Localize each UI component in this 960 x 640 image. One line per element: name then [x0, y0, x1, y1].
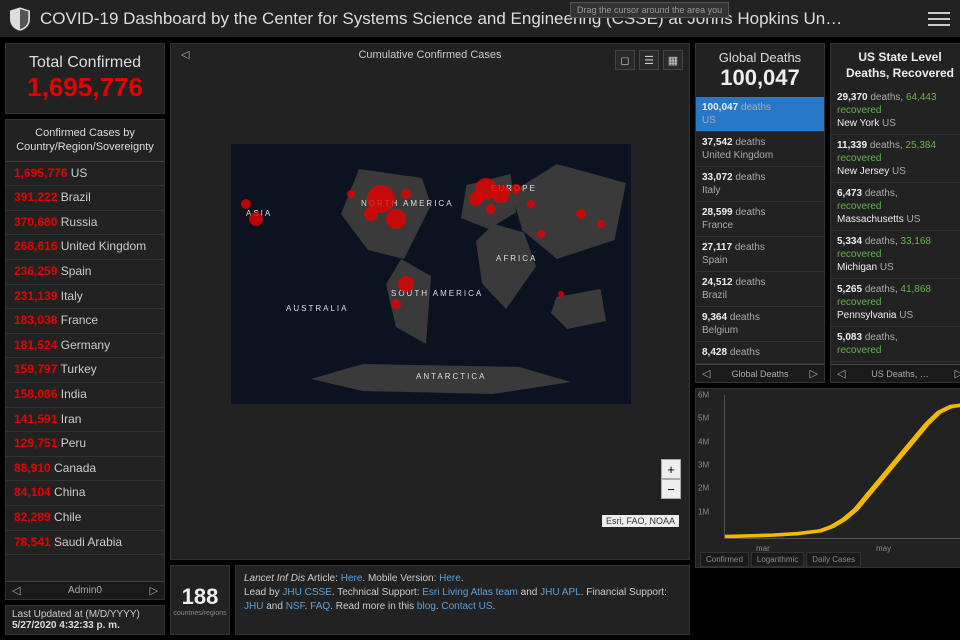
- nsf-link[interactable]: NSF: [286, 601, 305, 612]
- updated-label: Last Updated at (M/D/YYYY): [12, 609, 158, 620]
- case-row[interactable]: 370,680 Russia: [6, 211, 164, 236]
- us-state-panel: US State Level Deaths, Recovered 29,370 …: [830, 43, 960, 383]
- cases-pager: ◁ Admin0 ▷: [6, 581, 164, 599]
- case-row[interactable]: 1,695,776 US: [6, 162, 164, 187]
- chart-tab[interactable]: Confirmed: [700, 552, 749, 567]
- death-row[interactable]: 28,599 deathsFrance: [696, 202, 824, 237]
- case-row[interactable]: 84,104 China: [6, 481, 164, 506]
- chart-tab[interactable]: Logarithmic: [751, 552, 804, 567]
- case-row[interactable]: 181,524 Germany: [6, 334, 164, 359]
- map-prev-icon[interactable]: ◁: [181, 48, 189, 61]
- deaths-value: 100,047: [698, 65, 822, 91]
- next-arrow-icon[interactable]: ▷: [150, 584, 158, 597]
- death-row[interactable]: 37,542 deathsUnited Kingdom: [696, 132, 824, 167]
- case-row[interactable]: 158,086 India: [6, 383, 164, 408]
- chart-area: [724, 395, 960, 539]
- zoom-controls: + −: [661, 459, 681, 499]
- prev-arrow-icon[interactable]: ◁: [12, 584, 20, 597]
- us-prev-icon[interactable]: ◁: [837, 367, 845, 380]
- case-row[interactable]: 183,038 France: [6, 309, 164, 334]
- blog-link[interactable]: blog: [417, 601, 436, 612]
- deaths-next-icon[interactable]: ▷: [810, 367, 818, 380]
- zoom-in-button[interactable]: +: [661, 459, 681, 479]
- death-row[interactable]: 24,512 deathsBrazil: [696, 272, 824, 307]
- total-value: 1,695,776: [10, 72, 160, 103]
- death-row[interactable]: 100,047 deathsUS: [696, 97, 824, 132]
- jhu-csse-link[interactable]: JHU CSSE: [282, 587, 331, 598]
- us-row[interactable]: 5,083 deaths, recovered: [831, 327, 960, 362]
- case-row[interactable]: 268,616 United Kingdom: [6, 235, 164, 260]
- mobile-link[interactable]: Here: [439, 573, 461, 584]
- map-panel[interactable]: ◻ ☰ ▦ NORTH AMERICA SOUTH AMERICA EUROPE…: [170, 43, 690, 560]
- case-row[interactable]: 141,591 Iran: [6, 408, 164, 433]
- header-title: COVID-19 Dashboard by the Center for Sys…: [40, 9, 928, 29]
- faq-link[interactable]: FAQ: [310, 601, 330, 612]
- us-title2: Deaths, Recovered: [833, 66, 960, 82]
- case-row[interactable]: 129,751 Peru: [6, 432, 164, 457]
- credits-panel: Lancet Inf Dis Article: Here. Mobile Ver…: [235, 565, 690, 635]
- case-row[interactable]: 159,797 Turkey: [6, 358, 164, 383]
- us-row[interactable]: 5,265 deaths, 41,868recoveredPennsylvani…: [831, 279, 960, 327]
- chart-tabs: ConfirmedLogarithmicDaily Cases: [696, 552, 960, 567]
- deaths-list[interactable]: 100,047 deathsUS37,542 deathsUnited King…: [696, 97, 824, 364]
- us-next-icon[interactable]: ▷: [955, 367, 960, 380]
- death-row[interactable]: 8,428 deaths: [696, 342, 824, 364]
- map-footer-label: Cumulative Confirmed Cases: [358, 49, 501, 61]
- chart-tab[interactable]: Daily Cases: [806, 552, 861, 567]
- jhu-apl-link[interactable]: JHU APL: [540, 587, 581, 598]
- case-row[interactable]: 82,289 Chile: [6, 506, 164, 531]
- article-link[interactable]: Here: [341, 573, 363, 584]
- map-attribution: Esri, FAO, NOAA: [602, 515, 679, 527]
- us-row[interactable]: 5,334 deaths, 33,168recoveredMichigan US: [831, 231, 960, 279]
- case-row[interactable]: 78,541 Saudi Arabia: [6, 531, 164, 556]
- deaths-label: Global Deaths: [698, 50, 822, 65]
- map-footer: ◁ Cumulative Confirmed Cases ▷: [171, 44, 689, 65]
- esri-link[interactable]: Esri Living Atlas team: [422, 587, 518, 598]
- death-row[interactable]: 33,072 deathsItaly: [696, 167, 824, 202]
- zoom-out-button[interactable]: −: [661, 479, 681, 499]
- deaths-pager: ◁ Global Deaths ▷: [696, 364, 824, 382]
- drag-tooltip: Drag the cursor around the area you: [570, 2, 729, 18]
- shield-icon: [10, 7, 30, 31]
- us-row[interactable]: 11,339 deaths, 25,384recoveredNew Jersey…: [831, 135, 960, 183]
- list-icon[interactable]: ☰: [639, 50, 659, 70]
- case-row[interactable]: 231,139 Italy: [6, 285, 164, 310]
- cases-panel: Confirmed Cases by Country/Region/Sovere…: [5, 119, 165, 600]
- qr-icon[interactable]: ▦: [663, 50, 683, 70]
- total-confirmed-panel: Total Confirmed 1,695,776: [5, 43, 165, 114]
- last-updated-panel: Last Updated at (M/D/YYYY) 5/27/2020 4:3…: [5, 605, 165, 635]
- global-deaths-panel: Global Deaths 100,047 100,047 deathsUS37…: [695, 43, 825, 383]
- pager-label: Admin0: [68, 585, 102, 596]
- total-label: Total Confirmed: [10, 54, 160, 72]
- countries-label: countries/regions: [173, 610, 226, 617]
- us-list[interactable]: 29,370 deaths, 64,443recoveredNew York U…: [831, 87, 960, 364]
- case-row[interactable]: 391,222 Brazil: [6, 186, 164, 211]
- bookmark-icon[interactable]: ◻: [615, 50, 635, 70]
- world-map[interactable]: NORTH AMERICA SOUTH AMERICA EUROPE AFRIC…: [231, 144, 631, 404]
- menu-icon[interactable]: [928, 8, 950, 30]
- us-row[interactable]: 6,473 deaths, recoveredMassachusetts US: [831, 183, 960, 231]
- case-row[interactable]: 236,259 Spain: [6, 260, 164, 285]
- line-chart: [725, 395, 960, 538]
- app-header: COVID-19 Dashboard by the Center for Sys…: [0, 0, 960, 38]
- us-title1: US State Level: [833, 50, 960, 66]
- death-row[interactable]: 27,117 deathsSpain: [696, 237, 824, 272]
- cases-header: Confirmed Cases by Country/Region/Sovere…: [6, 120, 164, 162]
- case-row[interactable]: 88,910 Canada: [6, 457, 164, 482]
- cases-list[interactable]: 1,695,776 US391,222 Brazil370,680 Russia…: [6, 162, 164, 581]
- deaths-prev-icon[interactable]: ◁: [702, 367, 710, 380]
- countries-count-panel: 188 countries/regions: [170, 565, 230, 635]
- jhu-link[interactable]: JHU: [244, 601, 263, 612]
- contact-link[interactable]: Contact US: [441, 601, 492, 612]
- us-pager: ◁ US Deaths, … ▷: [831, 364, 960, 382]
- death-row[interactable]: 9,364 deathsBelgium: [696, 307, 824, 342]
- us-row[interactable]: 29,370 deaths, 64,443recoveredNew York U…: [831, 87, 960, 135]
- countries-count: 188: [182, 584, 219, 610]
- updated-value: 5/27/2020 4:32:33 p. m.: [12, 620, 120, 631]
- chart-panel: 1M2M3M4M5M6M marmay ConfirmedLogarithmic…: [695, 388, 960, 568]
